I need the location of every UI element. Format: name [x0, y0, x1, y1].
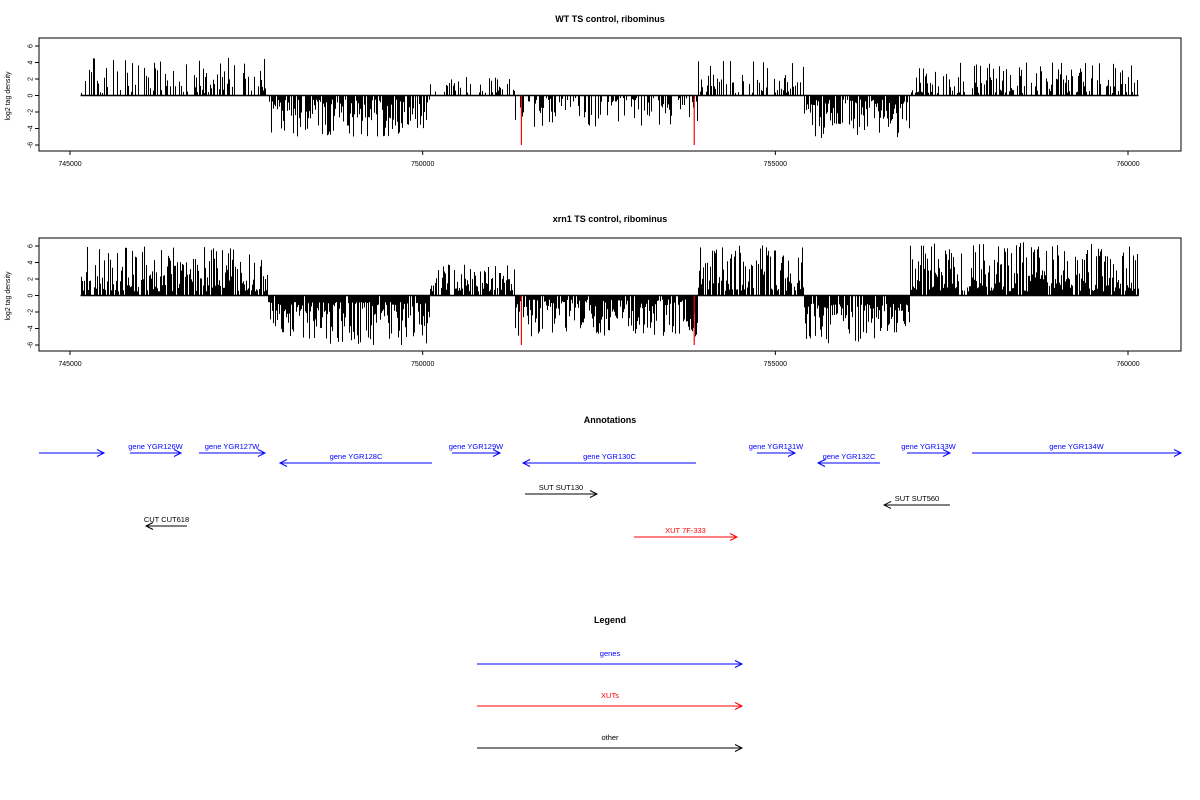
feature-label: gene YGR127W	[205, 442, 260, 451]
x-tick-label: 750000	[411, 161, 434, 168]
y-tick-label: 6	[28, 44, 35, 48]
arrowhead	[492, 449, 502, 457]
y-tick-label: -6	[28, 342, 35, 348]
x-tick-label: 750000	[411, 361, 434, 368]
arrowhead	[257, 449, 267, 457]
legend-item-other: other	[477, 733, 744, 752]
x-tick-label: 755000	[764, 161, 787, 168]
feature-label: gene YGR129W	[449, 442, 504, 451]
panel-title: WT TS control, ribominus	[555, 14, 665, 24]
feature-label: gene YGR132C	[823, 452, 876, 461]
feature-label: SUT SUT130	[539, 483, 583, 492]
legend-item-xuts: XUTs	[477, 691, 744, 710]
feature-other: SUT SUT560	[882, 494, 950, 509]
y-tick-label: 4	[28, 60, 35, 64]
feature-genes: gene YGR134W	[972, 442, 1183, 457]
bar-series	[80, 57, 1139, 138]
arrowhead	[734, 702, 744, 710]
arrowhead	[787, 449, 797, 457]
arrowhead	[942, 449, 952, 457]
arrowhead	[729, 533, 739, 541]
axes: -6 -4 -2 0 2 4 6 745000 750000 755000 760000	[28, 44, 1140, 168]
arrowhead	[96, 449, 106, 457]
feature-genes: gene YGR128C	[278, 452, 432, 467]
arrowhead	[278, 459, 288, 467]
plot-frame	[38, 237, 1182, 352]
feature-label: gene YGR133W	[901, 442, 956, 451]
marker-lines	[520, 295, 695, 345]
y-tick-label: 4	[28, 260, 35, 264]
feature-xuts: XUT 7F-333	[634, 526, 739, 541]
plot-frame	[38, 37, 1182, 152]
arrowhead	[734, 660, 744, 668]
y-tick-label: -4	[28, 125, 35, 131]
x-tick-label: 760000	[1116, 361, 1139, 368]
legend-label: XUTs	[601, 691, 619, 700]
arrowhead	[734, 744, 744, 752]
feature-label: SUT SUT560	[895, 494, 939, 503]
x-tick-label: 745000	[58, 161, 81, 168]
feature-label: gene YGR128C	[330, 452, 383, 461]
y-axis-label: log2 tag density	[5, 71, 12, 121]
legend-title: Legend	[594, 615, 626, 625]
feature-other: SUT SUT130	[525, 483, 599, 498]
x-tick-label: 760000	[1116, 161, 1139, 168]
arrowhead	[173, 449, 183, 457]
panel-title: xrn1 TS control, ribominus	[553, 214, 668, 224]
arrowhead	[521, 459, 531, 467]
panel-xrn1: xrn1 TS control, ribominus log2 tag dens…	[5, 214, 1182, 368]
y-tick-label: -2	[28, 109, 35, 115]
feature-label: XUT 7F-333	[665, 526, 706, 535]
feature-label: CUT CUT618	[144, 515, 189, 524]
axes: -6 -4 -2 0 2 4 6 745000 750000 755000 760000	[28, 244, 1140, 368]
feature-label: gene YGR130C	[583, 452, 636, 461]
feature-label: gene YGR131W	[749, 442, 804, 451]
feature-genes: gene YGR132C	[816, 452, 880, 467]
feature-genes: gene YGR126W	[128, 442, 184, 457]
arrowhead	[816, 459, 826, 467]
legend-label: genes	[600, 649, 621, 658]
feature-genes: gene YGR131W	[749, 442, 804, 457]
marker-lines	[520, 95, 695, 145]
annotations-title: Annotations	[584, 415, 637, 425]
panel-wt: WT TS control, ribominus log2 tag densit…	[5, 14, 1182, 168]
y-tick-label: -2	[28, 309, 35, 315]
y-tick-label: -4	[28, 325, 35, 331]
y-axis-label: log2 tag density	[5, 271, 12, 321]
feature-label: gene YGR134W	[1049, 442, 1104, 451]
y-tick-label: -6	[28, 142, 35, 148]
legend: Legend genes XUTs other	[477, 615, 744, 752]
y-tick-label: 0	[28, 93, 35, 97]
x-tick-label: 755000	[764, 361, 787, 368]
feature-label: gene YGR126W	[128, 442, 183, 451]
y-tick-label: 6	[28, 244, 35, 248]
feature-genes: gene YGR129W	[449, 442, 504, 457]
feature-genes: gene YGR133W	[901, 442, 957, 457]
arrowhead	[1173, 449, 1183, 457]
y-tick-label: 0	[28, 293, 35, 297]
feature-list: gene YGR126W gene YGR127W gene YGR128C gene…	[39, 442, 1183, 541]
legend-items: genes XUTs other	[477, 649, 744, 752]
arrowhead	[144, 522, 154, 530]
annotations-track: Annotations gene YGR126W gene YGR127Wgene…	[39, 415, 1183, 541]
feature-genes: gene YGR130C	[521, 452, 696, 467]
feature-other: CUT CUT618	[144, 515, 189, 530]
feature-genes	[39, 449, 106, 457]
y-tick-label: 2	[28, 277, 35, 281]
bar-series	[80, 242, 1139, 345]
legend-label: other	[601, 733, 619, 742]
arrowhead	[589, 490, 599, 498]
legend-item-genes: genes	[477, 649, 744, 668]
y-tick-label: 2	[28, 77, 35, 81]
arrowhead	[882, 501, 892, 509]
x-tick-label: 745000	[58, 361, 81, 368]
feature-genes: gene YGR127W	[199, 442, 267, 457]
